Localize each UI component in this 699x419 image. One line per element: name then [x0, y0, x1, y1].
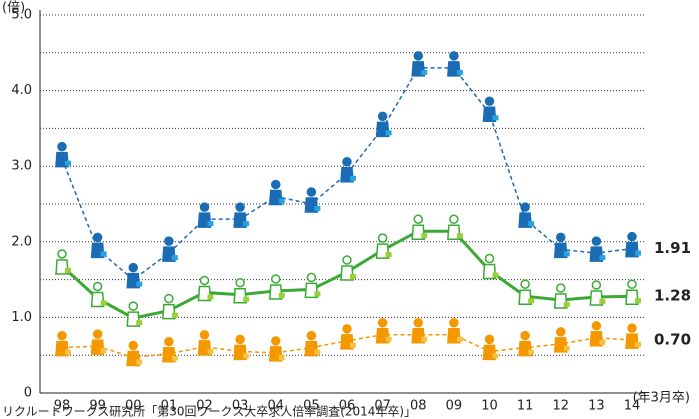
y-tick-label: 2.0 [11, 234, 32, 249]
marker [411, 318, 428, 344]
x-tick-label: 11 [517, 399, 534, 414]
x-tick-label: 04 [267, 399, 284, 414]
x-tick-label: 03 [232, 399, 249, 414]
marker [625, 323, 641, 349]
value-label: 1.91 [654, 239, 691, 257]
x-note: (年3月卒) [633, 391, 690, 406]
marker [268, 336, 285, 362]
x-tick-label: 09 [446, 399, 463, 414]
marker [233, 202, 250, 228]
marker [625, 231, 641, 258]
value-label: 0.70 [654, 331, 691, 349]
value-label: 1.28 [654, 287, 691, 305]
marker [482, 334, 499, 361]
marker [340, 324, 356, 350]
marker [375, 233, 392, 259]
marker [162, 236, 178, 262]
y-unit: (倍) [2, 1, 25, 16]
marker [340, 157, 356, 183]
marker [411, 214, 428, 240]
x-tick-label: 12 [552, 399, 569, 414]
y-tick-label: 1.0 [11, 310, 32, 325]
marker [518, 330, 535, 357]
marker [553, 327, 570, 353]
marker [304, 187, 321, 213]
marker [625, 279, 641, 305]
x-tick-label: 99 [89, 399, 106, 414]
marker [162, 293, 178, 320]
y-tick-label: 5.0 [11, 8, 32, 23]
marker [589, 280, 606, 306]
marker [233, 277, 250, 304]
marker [304, 272, 321, 299]
marker [268, 274, 285, 300]
marker [482, 253, 499, 280]
marker [447, 51, 463, 77]
marker [55, 249, 71, 275]
marker [197, 330, 214, 356]
x-tick-label: 98 [54, 399, 71, 414]
marker [411, 51, 428, 77]
marker [233, 334, 250, 361]
marker [90, 329, 107, 355]
marker [126, 340, 143, 367]
marker [375, 111, 392, 138]
marker [518, 279, 535, 305]
x-tick-label: 08 [410, 399, 427, 414]
marker [447, 318, 463, 344]
marker [589, 321, 606, 347]
marker [90, 232, 107, 259]
x-tick-label: 02 [196, 399, 213, 414]
marker [55, 141, 71, 168]
x-tick-label: 10 [481, 399, 498, 414]
x-tick-label: 14 [624, 399, 641, 414]
marker [304, 330, 321, 357]
marker [268, 179, 285, 206]
marker [553, 283, 570, 309]
x-tick-label: 05 [303, 399, 320, 414]
marker [518, 202, 535, 228]
source: リクルートワークス研究所「第30回ワークス大卒求人倍率調査(2014年卒)」 [2, 404, 416, 419]
y-tick-label: 3.0 [11, 159, 32, 174]
marker [482, 96, 499, 123]
x-tick-label: 06 [339, 399, 356, 414]
marker [375, 318, 392, 344]
marker [197, 275, 214, 302]
x-tick-label: 01 [161, 399, 178, 414]
marker [340, 255, 356, 281]
marker [589, 236, 606, 262]
y-tick-label: 4.0 [11, 83, 32, 98]
x-tick-label: 00 [125, 399, 142, 414]
marker [126, 301, 143, 327]
marker [126, 262, 143, 289]
marker [553, 232, 570, 259]
marker [447, 214, 463, 240]
x-tick-label: 13 [588, 399, 605, 414]
marker [162, 336, 178, 363]
x-tick-label: 07 [374, 399, 391, 414]
marker [90, 281, 107, 308]
marker [55, 330, 71, 357]
marker [197, 202, 214, 228]
y-tick-label: 0 [24, 386, 32, 401]
